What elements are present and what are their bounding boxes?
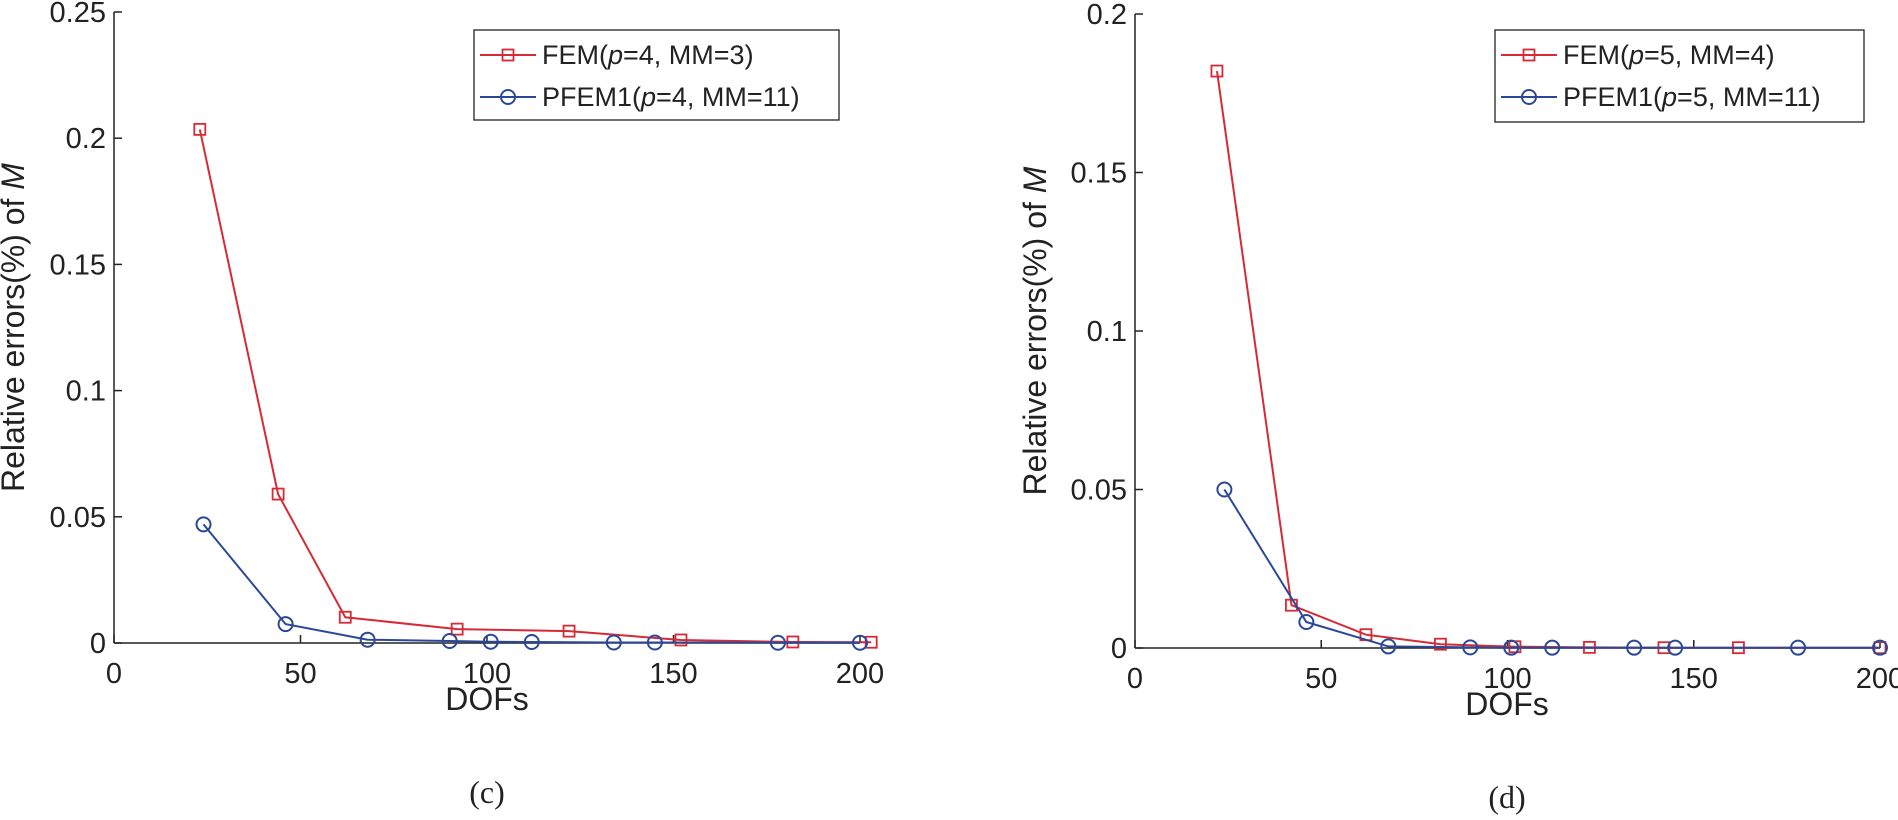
y-tick-label: 0 — [90, 628, 106, 660]
data-point-circle — [482, 633, 499, 650]
chart-panel-c: 0 0.05 0.1 0.15 0.2 0.25 0 50 100 150 200 DOFs Relat… — [0, 0, 884, 810]
legend-swatch-square — [1522, 48, 1536, 62]
series-line — [198, 129, 872, 644]
y-tick-label: 0 — [1111, 633, 1127, 665]
legend-entry: FEM(p=5, MM=4) — [1563, 40, 1775, 70]
legend-entry-pre: FEM( — [1563, 40, 1629, 70]
panel-caption: (c) — [469, 774, 505, 810]
legend-entry-var: p — [1661, 82, 1677, 112]
y-axis-label-text: Relative errors(%) of — [1017, 193, 1053, 495]
y-axis-label-symbol: M — [0, 163, 31, 190]
legend-entry-post: =5, MM=11) — [1677, 82, 1821, 112]
data-point-circle — [277, 616, 294, 633]
y-tick-label: 0.1 — [66, 376, 106, 408]
data-point-circle — [852, 634, 868, 651]
data-point-circle — [523, 633, 540, 650]
data-point-circle — [1380, 638, 1397, 655]
legend-entry-var: p — [640, 82, 656, 112]
x-tick-label: 150 — [649, 658, 697, 690]
legend-swatch-circle — [500, 89, 516, 105]
data-point-square — [864, 635, 878, 649]
x-axis-label: DOFs — [445, 681, 529, 717]
data-point-square — [450, 622, 464, 636]
x-axis-label: DOFs — [1465, 686, 1549, 722]
series-line — [1223, 488, 1880, 649]
legend-entry-var: p — [607, 40, 623, 70]
x-tick-label: 200 — [836, 658, 884, 690]
y-axis-label-text: Relative errors(%) of — [0, 190, 31, 492]
data-point-circle — [359, 631, 376, 648]
series-line — [1216, 70, 1880, 649]
legend-entry-post: =4, MM=3) — [623, 40, 754, 70]
data-point-circle — [646, 634, 663, 651]
series-square-0 — [1210, 64, 1887, 655]
y-axis-label: Relative errors(%) of M — [1017, 166, 1053, 495]
data-point-circle — [1626, 639, 1643, 656]
x-tick-label: 200 — [1856, 663, 1898, 695]
data-point-square — [562, 624, 576, 638]
legend-entry-post: =4, MM=11) — [656, 82, 800, 112]
legend-box — [1494, 29, 1865, 123]
x-tick-label: 0 — [1127, 663, 1143, 695]
x-tick-label: 100 — [463, 658, 511, 690]
data-point-square — [1210, 64, 1224, 78]
series-line — [202, 523, 860, 644]
data-point-circle — [1667, 639, 1684, 656]
y-tick-label: 0.2 — [66, 123, 106, 155]
data-point-circle — [769, 634, 786, 651]
data-point-circle — [1544, 639, 1561, 656]
legend-entry-post: =5, MM=4) — [1644, 40, 1775, 70]
series-circle-1 — [1216, 481, 1888, 656]
series-square-0 — [193, 122, 878, 649]
legend-entry-pre: FEM( — [542, 40, 608, 70]
panel-caption: (d) — [1488, 779, 1525, 815]
x-tick-label: 0 — [106, 658, 122, 690]
legend: FEM(p=4, MM=3)PFEM1(p=4, MM=11) — [473, 29, 840, 121]
data-point-circle — [605, 634, 622, 651]
legend-entry-var: p — [1628, 40, 1644, 70]
legend-entry-pre: PFEM1( — [1563, 82, 1662, 112]
series-circle-1 — [195, 516, 868, 651]
legend-swatch-circle — [1521, 89, 1537, 105]
legend: FEM(p=5, MM=4)PFEM1(p=5, MM=11) — [1494, 29, 1865, 123]
data-point-square — [193, 122, 207, 136]
data-point-square — [271, 487, 285, 501]
x-tick-label: 50 — [1305, 663, 1337, 695]
y-tick-label: 0.15 — [50, 249, 106, 281]
data-point-square — [674, 633, 688, 647]
legend-entry: PFEM1(p=5, MM=11) — [1563, 82, 1821, 112]
x-tick-label: 50 — [284, 658, 316, 690]
data-point-circle — [1298, 614, 1315, 631]
y-tick-label: 0.2 — [1087, 0, 1127, 31]
y-tick-label: 0.05 — [50, 502, 106, 534]
y-axis-label-symbol: M — [1017, 166, 1053, 193]
legend-box — [473, 29, 840, 121]
legend-swatch-square — [501, 48, 515, 62]
chart-panel-d: 0 0.05 0.1 0.15 0.2 0 50 100 150 200 DOFs Relative … — [1017, 0, 1898, 815]
data-point-circle — [1790, 639, 1807, 656]
data-point-circle — [1216, 481, 1233, 498]
y-tick-label: 0.25 — [50, 0, 106, 29]
x-tick-label: 150 — [1670, 663, 1718, 695]
y-tick-label: 0.1 — [1087, 316, 1127, 348]
data-point-square — [338, 610, 352, 624]
data-point-circle — [441, 632, 458, 649]
data-point-circle — [1503, 639, 1520, 656]
legend-entry: FEM(p=4, MM=3) — [542, 40, 754, 70]
data-point-circle — [1462, 639, 1479, 656]
legend-entry-pre: PFEM1( — [542, 82, 641, 112]
y-tick-label: 0.15 — [1071, 158, 1127, 190]
data-point-square — [1434, 637, 1447, 651]
x-tick-label: 100 — [1483, 663, 1531, 695]
data-point-circle — [1872, 639, 1888, 656]
y-tick-label: 0.05 — [1071, 475, 1127, 507]
y-axis-label: Relative errors(%) of M — [0, 163, 31, 492]
data-point-circle — [195, 516, 212, 533]
legend-entry: PFEM1(p=4, MM=11) — [542, 82, 800, 112]
